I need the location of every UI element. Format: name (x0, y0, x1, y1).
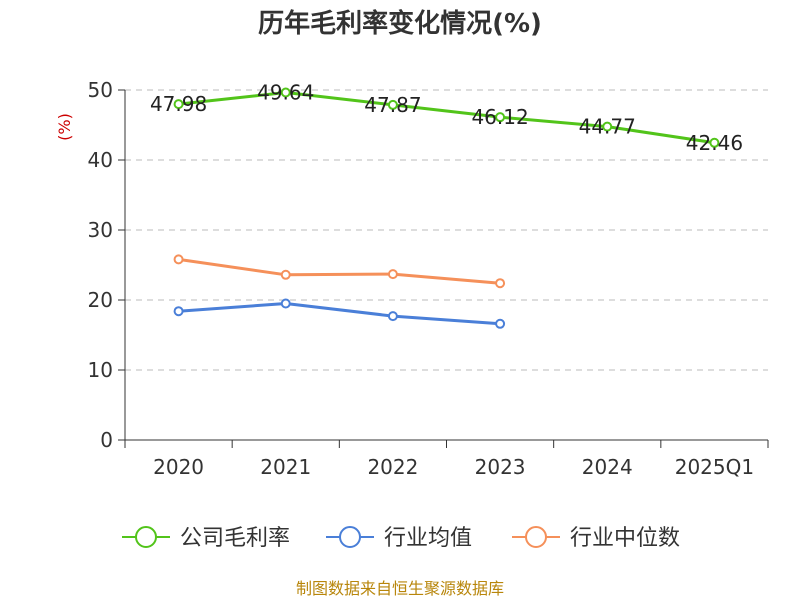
y-tick-label: 10 (88, 358, 113, 382)
data-point[interactable] (495, 112, 506, 123)
data-point[interactable] (387, 99, 398, 110)
legend-label: 行业中位数 (570, 526, 680, 551)
y-tick-label: 20 (88, 288, 113, 312)
series-line-2 (178, 257, 501, 285)
data-point[interactable] (280, 298, 291, 309)
data-point[interactable] (709, 137, 720, 148)
x-tick-label: 2022 (367, 455, 418, 479)
series-line-0 (178, 91, 715, 145)
x-tick-label: 2024 (582, 455, 633, 479)
data-label: 49.64 (257, 81, 314, 105)
x-tick-label: 2025Q1 (675, 455, 754, 479)
legend-item-1[interactable]: 行业均值 (326, 526, 472, 551)
legend-item-0[interactable]: 公司毛利率 (122, 526, 290, 551)
data-point[interactable] (602, 121, 613, 132)
x-tick-label: 2021 (260, 455, 311, 479)
data-point[interactable] (173, 254, 184, 265)
data-label: 47.98 (150, 92, 207, 116)
data-label: 44.77 (579, 115, 636, 139)
axes: 0 10 20 30 40 50 2020 2021 2022 2023 2024 2025Q1 (88, 78, 769, 479)
legend[interactable]: 公司毛利率 行业均值 行业中位数 (122, 526, 680, 551)
y-tick-label: 30 (88, 218, 113, 242)
data-point[interactable] (387, 269, 398, 280)
y-tick-label: 40 (88, 148, 113, 172)
data-label: 46.12 (471, 105, 528, 129)
data-point[interactable] (387, 311, 398, 322)
data-label: 47.87 (364, 93, 421, 117)
y-axis-label: (%) (55, 113, 74, 141)
legend-label: 行业均值 (384, 526, 472, 551)
x-tick-label: 2020 (153, 455, 204, 479)
legend-item-2[interactable]: 行业中位数 (512, 526, 680, 551)
data-point[interactable] (280, 87, 291, 98)
source-note: 制图数据来自恒生聚源数据库 (296, 579, 504, 598)
data-label: 42.46 (686, 131, 743, 155)
data-point[interactable] (495, 318, 506, 329)
series-lines (173, 87, 720, 329)
legend-label: 公司毛利率 (180, 526, 290, 551)
chart-title: 历年毛利率变化情况(%) (258, 8, 542, 39)
legend-marker (339, 526, 361, 548)
data-point[interactable] (173, 99, 184, 110)
series-line-1 (178, 302, 501, 326)
data-labels: 47.98 49.64 47.87 46.12 44.77 42.46 (150, 81, 743, 155)
data-point[interactable] (495, 278, 506, 289)
grid-lines (125, 89, 768, 371)
y-tick-label: 0 (100, 428, 113, 452)
data-point[interactable] (280, 269, 291, 280)
data-point[interactable] (173, 306, 184, 317)
legend-marker (525, 526, 547, 548)
y-tick-label: 50 (88, 78, 113, 102)
x-tick-label: 2023 (475, 455, 526, 479)
legend-marker (135, 526, 157, 548)
